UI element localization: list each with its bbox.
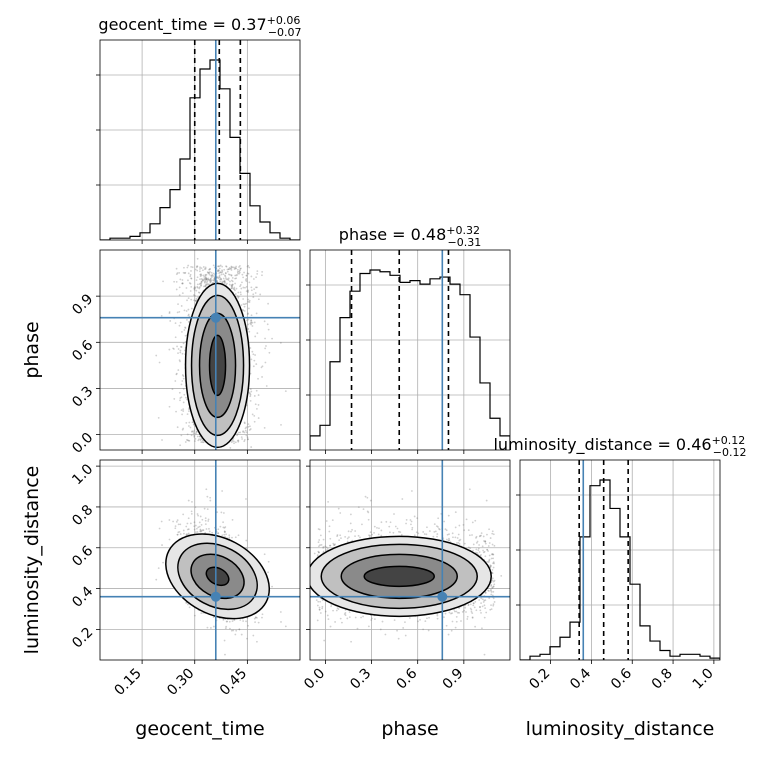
contour-0 — [165, 533, 271, 620]
hist-panel-luminosity_distance: luminosity_distance = 0.46+0.12 −0.12 0.2 0… — [493, 434, 746, 740]
density-level-3 — [364, 566, 435, 587]
y-tick-label: 0.0 — [69, 430, 96, 457]
axes-frame — [309, 249, 511, 451]
contour-3 — [208, 334, 227, 397]
x-tick-label: 0.8 — [649, 666, 676, 693]
x-tick-label: 0.6 — [608, 665, 635, 692]
histogram-phase — [310, 269, 510, 450]
y-tick-label: 0.9 — [69, 291, 96, 318]
y-tick-label: 0.8 — [69, 502, 96, 529]
contour-0 — [184, 282, 251, 449]
contour-3 — [205, 566, 230, 587]
truth-point — [210, 591, 221, 602]
x-tick-label: 1.0 — [690, 666, 717, 693]
y-tick-label: 0.6 — [69, 337, 96, 364]
x-tick-label: 0.0 — [301, 666, 328, 693]
y-tick-label: 0.2 — [69, 624, 96, 651]
truth-point — [210, 312, 221, 323]
x-tick-label: 0.4 — [567, 665, 594, 692]
gridlines — [310, 250, 510, 450]
title-geocent_time: geocent_time = 0.37+0.06 −0.07 — [98, 14, 301, 39]
title-phase: phase = 0.48+0.32 −0.31 — [339, 224, 481, 249]
x-axis-label-geocent_time: geocent_time — [135, 718, 264, 740]
axes-frame — [99, 39, 301, 241]
x-tick-label: 0.45 — [217, 666, 250, 699]
contour-1 — [190, 294, 245, 437]
y-tick-label: 0.6 — [69, 543, 96, 570]
gridlines — [520, 460, 720, 660]
x-tick-label: 0.30 — [164, 666, 197, 699]
histogram-geocent_time — [100, 59, 300, 240]
panel-geocent_time-vs-phase: 0.0 0.3 0.6 0.9 phase — [21, 249, 301, 457]
y-tick-label: 1.0 — [69, 461, 96, 488]
contour-3 — [363, 565, 435, 588]
histogram-luminosity_distance — [520, 479, 720, 660]
panel-phase-vs-luminosity_distance: 0.0 0.3 0.6 0.9 phase — [301, 459, 511, 740]
contour-0 — [310, 535, 492, 618]
y-tick-label: 0.3 — [69, 384, 96, 411]
axes-frame — [99, 249, 301, 451]
truth-point — [437, 591, 448, 602]
hist-panel-phase: phase = 0.48+0.32 −0.31 — [306, 224, 511, 454]
panel-geocent_time-vs-luminosity_distance: 0.15 0.30 0.45 0.2 0.4 0.6 0.8 1.0 geocent_time l… — [21, 459, 301, 740]
contour-2 — [190, 553, 245, 600]
title-luminosity_distance: luminosity_distance = 0.46+0.12 −0.12 — [493, 434, 746, 459]
density-level-3 — [209, 335, 226, 396]
x-axis-label-phase: phase — [381, 718, 438, 740]
x-axis-label-luminosity_distance: luminosity_distance — [526, 718, 715, 740]
contour-2 — [340, 553, 458, 600]
y-tick-label: 0.4 — [69, 584, 96, 611]
x-tick-label: 0.3 — [347, 666, 374, 693]
x-tick-label: 0.9 — [440, 666, 467, 693]
axes-frame — [309, 459, 511, 661]
axes-frame — [99, 459, 301, 661]
hist-panel-geocent_time: geocent_time = 0.37+0.06 −0.07 — [96, 14, 302, 244]
x-tick-label: 0.6 — [393, 665, 420, 692]
density-level-3 — [206, 567, 229, 586]
y-axis-label-phase: phase — [21, 321, 43, 378]
x-tick-label: 0.15 — [112, 666, 145, 699]
x-tick-label: 0.2 — [526, 666, 553, 693]
axes-frame — [519, 459, 721, 661]
contour-1 — [320, 543, 478, 610]
y-axis-label-luminosity_distance: luminosity_distance — [21, 466, 43, 655]
